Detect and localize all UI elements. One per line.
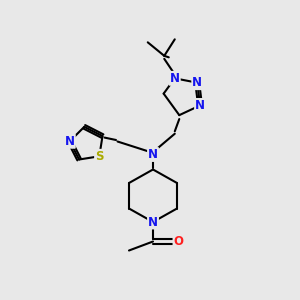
Text: S: S xyxy=(95,150,103,163)
Text: N: N xyxy=(148,215,158,229)
Text: N: N xyxy=(170,72,180,85)
Text: N: N xyxy=(148,148,158,161)
Text: N: N xyxy=(195,99,205,112)
Text: N: N xyxy=(192,76,202,89)
Text: O: O xyxy=(173,235,184,248)
Text: N: N xyxy=(65,135,75,148)
